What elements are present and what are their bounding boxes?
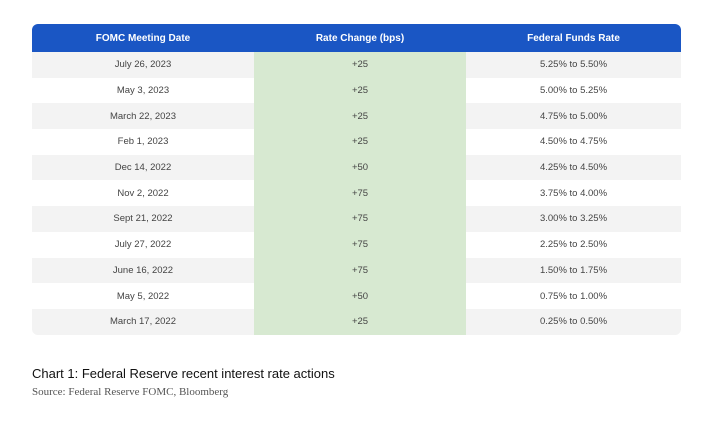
cell-meeting-date: March 17, 2022: [109, 316, 176, 328]
table-row: March 17, 2022 +25 0.25% to 0.50%: [32, 308, 681, 335]
cell-funds-rate: 0.75% to 1.00%: [539, 290, 608, 302]
cell-meeting-date: May 5, 2022: [116, 290, 170, 302]
cell-rate-change: +25: [254, 103, 466, 130]
cell-meeting-date: July 26, 2023: [114, 59, 172, 71]
table-row: July 27, 2022 +75 2.25% to 2.50%: [32, 231, 681, 258]
cell-meeting-date: Feb 1, 2023: [117, 136, 169, 148]
table-row: June 16, 2022 +75 1.50% to 1.75%: [32, 257, 681, 284]
cell-funds-rate: 3.00% to 3.25%: [539, 213, 608, 225]
cell-funds-rate: 5.25% to 5.50%: [539, 59, 608, 71]
cell-funds-rate: 4.25% to 4.50%: [539, 162, 608, 174]
cell-funds-rate: 0.25% to 0.50%: [539, 316, 608, 328]
cell-funds-rate: 3.75% to 4.00%: [539, 187, 608, 199]
cell-meeting-date: May 3, 2023: [116, 85, 170, 97]
cell-funds-rate: 4.50% to 4.75%: [539, 136, 608, 148]
cell-meeting-date: June 16, 2022: [112, 264, 174, 276]
cell-meeting-date: July 27, 2022: [114, 239, 172, 251]
table-row: July 26, 2023 +25 5.25% to 5.50%: [32, 52, 681, 78]
cell-meeting-date: Nov 2, 2022: [117, 187, 169, 199]
chart-source: Source: Federal Reserve FOMC, Bloomberg: [32, 386, 229, 398]
cell-rate-change: +50: [254, 283, 466, 309]
table-row: Nov 2, 2022 +75 3.75% to 4.00%: [32, 180, 681, 207]
cell-rate-change: +25: [254, 129, 466, 155]
cell-rate-change: +25: [254, 308, 466, 335]
table-row: Feb 1, 2023 +25 4.50% to 4.75%: [32, 129, 681, 155]
header-rate-change: Rate Change (bps): [315, 32, 405, 44]
cell-rate-change: +75: [254, 180, 466, 207]
table-header: FOMC Meeting Date Rate Change (bps) Fede…: [32, 24, 681, 52]
cell-funds-rate: 5.00% to 5.25%: [539, 85, 608, 97]
cell-rate-change: +75: [254, 206, 466, 232]
cell-meeting-date: Sept 21, 2022: [113, 213, 173, 225]
table-body: July 26, 2023 +25 5.25% to 5.50% May 3, 202…: [32, 52, 681, 335]
cell-rate-change: +25: [254, 52, 466, 78]
header-meeting-date: FOMC Meeting Date: [95, 32, 191, 44]
cell-rate-change: +75: [254, 231, 466, 258]
rate-table: FOMC Meeting Date Rate Change (bps) Fede…: [32, 24, 681, 335]
cell-rate-change: +75: [254, 257, 466, 284]
table-row: Sept 21, 2022 +75 3.00% to 3.25%: [32, 206, 681, 232]
cell-meeting-date: Dec 14, 2022: [114, 162, 172, 174]
cell-meeting-date: March 22, 2023: [109, 110, 176, 122]
table-row: Dec 14, 2022 +50 4.25% to 4.50%: [32, 154, 681, 181]
cell-rate-change: +50: [254, 154, 466, 181]
chart-caption: Chart 1: Federal Reserve recent interest…: [32, 366, 335, 381]
cell-funds-rate: 1.50% to 1.75%: [539, 264, 608, 276]
table-row: May 3, 2023 +25 5.00% to 5.25%: [32, 77, 681, 104]
table-row: May 5, 2022 +50 0.75% to 1.00%: [32, 283, 681, 309]
cell-funds-rate: 2.25% to 2.50%: [539, 239, 608, 251]
header-funds-rate: Federal Funds Rate: [527, 32, 620, 44]
cell-rate-change: +25: [254, 77, 466, 104]
cell-funds-rate: 4.75% to 5.00%: [539, 110, 608, 122]
table-row: March 22, 2023 +25 4.75% to 5.00%: [32, 103, 681, 130]
